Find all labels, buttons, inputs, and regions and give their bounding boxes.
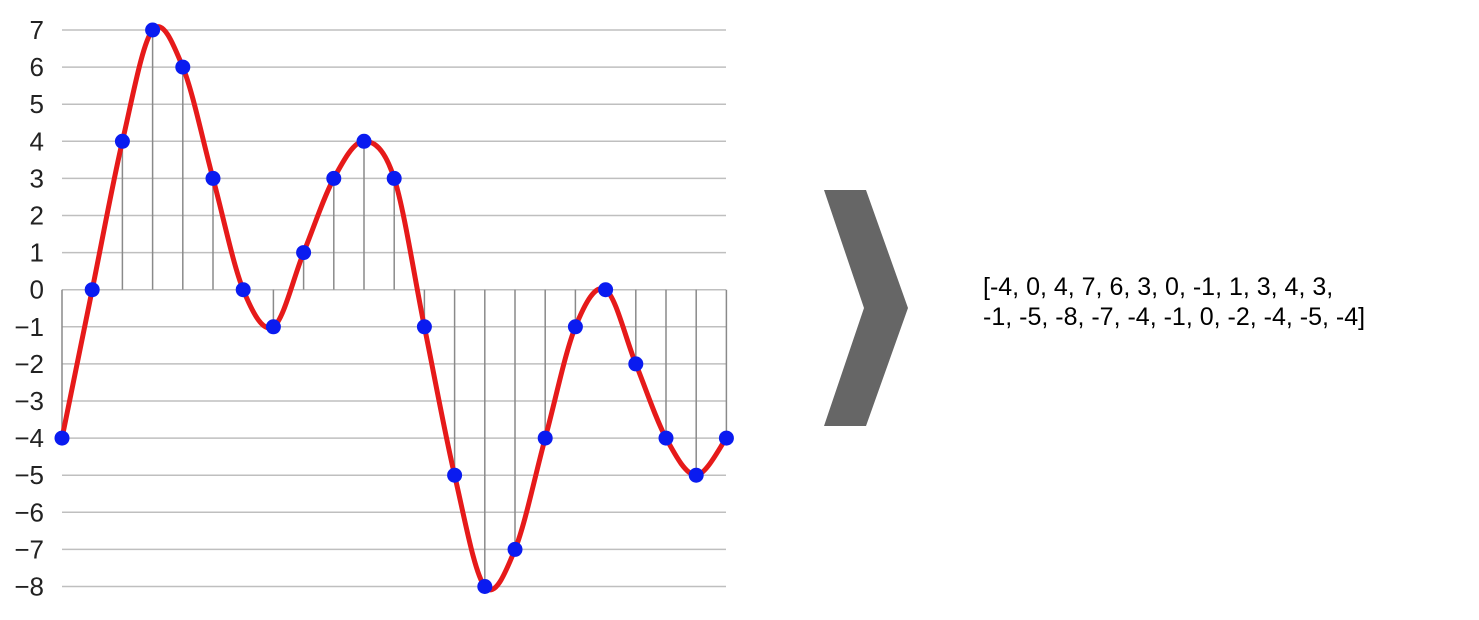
sample-values-text: [-4, 0, 4, 7, 6, 3, 0, -1, 1, 3, 4, 3, -… xyxy=(983,272,1473,332)
chevron-right-icon xyxy=(824,190,908,426)
signal-curve xyxy=(59,24,729,593)
sample-point xyxy=(718,430,734,446)
grid-lines xyxy=(62,29,726,588)
y-tick-label: 6 xyxy=(30,52,44,82)
sample-stems xyxy=(61,30,728,587)
sample-point xyxy=(598,282,614,298)
y-tick-label: −3 xyxy=(14,386,44,416)
sample-point xyxy=(567,319,583,335)
sample-point xyxy=(447,467,463,483)
sample-point xyxy=(688,467,704,483)
y-tick-label: 0 xyxy=(30,275,44,305)
sample-point xyxy=(84,282,100,298)
sample-point xyxy=(175,59,191,75)
y-tick-label: −1 xyxy=(14,312,44,342)
y-tick-label: 5 xyxy=(30,89,44,119)
sample-point xyxy=(235,282,251,298)
sample-point xyxy=(507,541,523,557)
sample-values-line-1: [-4, 0, 4, 7, 6, 3, 0, -1, 1, 3, 4, 3, xyxy=(983,273,1334,301)
sample-point xyxy=(114,133,130,149)
y-tick-label: 7 xyxy=(30,15,44,45)
sample-point xyxy=(145,22,161,38)
sample-point xyxy=(628,356,644,372)
sample-point xyxy=(205,170,221,186)
sample-point xyxy=(537,430,553,446)
y-tick-label: −2 xyxy=(14,349,44,379)
sample-point xyxy=(54,430,70,446)
y-tick-label: 3 xyxy=(30,163,44,193)
sample-point xyxy=(416,319,432,335)
sample-point xyxy=(296,245,312,261)
sample-values-line-2: -1, -5, -8, -7, -4, -1, 0, -2, -4, -5, -… xyxy=(983,303,1366,331)
y-tick-label: −5 xyxy=(14,460,44,490)
sample-point xyxy=(386,170,402,186)
chevron-shape xyxy=(824,190,908,426)
sample-point xyxy=(265,319,281,335)
sample-point xyxy=(658,430,674,446)
sample-points xyxy=(54,22,734,594)
sample-point xyxy=(477,579,493,594)
signal-curve-group xyxy=(59,24,729,593)
y-axis-tick-labels: 7 6 5 4 3 2 1 0 −1 −2 −3 −4 −5 −6 −7 −8 xyxy=(14,15,44,602)
sampled-signal-chart: 7 6 5 4 3 2 1 0 −1 −2 −3 −4 −5 −6 −7 −8 xyxy=(14,15,734,602)
y-tick-label: 2 xyxy=(30,201,44,231)
y-tick-label: −4 xyxy=(14,423,44,453)
y-tick-label: −6 xyxy=(14,497,44,527)
sample-point xyxy=(326,170,342,186)
y-tick-label: 4 xyxy=(30,126,44,156)
sample-point xyxy=(356,133,372,149)
y-tick-label: −8 xyxy=(14,572,44,602)
y-tick-label: −7 xyxy=(14,534,44,564)
y-tick-label: 1 xyxy=(30,238,44,268)
